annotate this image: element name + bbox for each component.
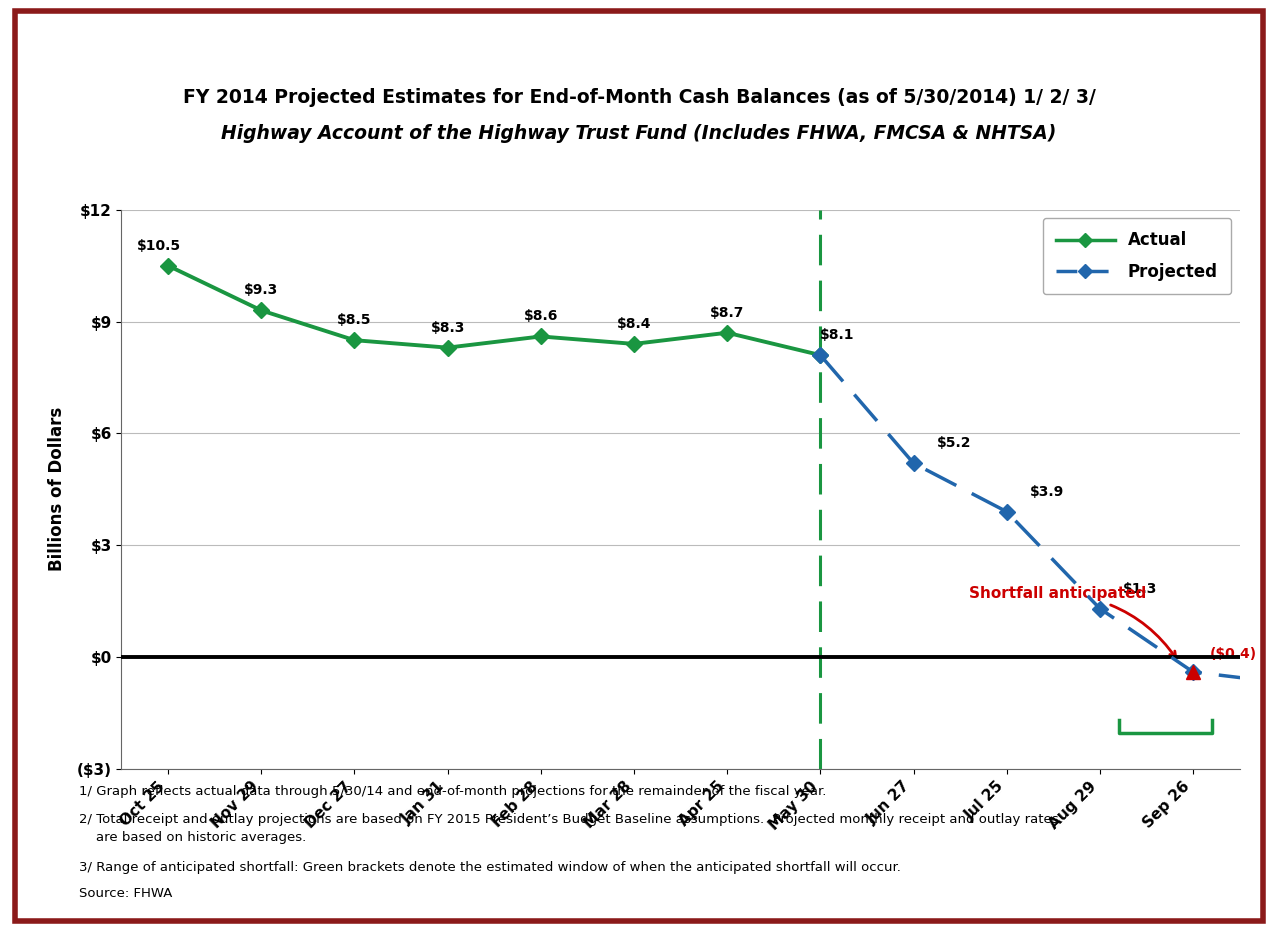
Text: $9.3: $9.3: [244, 283, 279, 297]
Text: $5.2: $5.2: [937, 436, 971, 450]
Legend: Actual, Projected: Actual, Projected: [1043, 218, 1231, 294]
Text: $1.3: $1.3: [1123, 582, 1158, 596]
Y-axis label: Billions of Dollars: Billions of Dollars: [47, 407, 65, 571]
Text: Shortfall anticipated: Shortfall anticipated: [970, 586, 1176, 658]
Text: $8.5: $8.5: [337, 313, 372, 327]
Text: 1/ Graph reflects actual data through 5/30/14 and end-of-month projections for t: 1/ Graph reflects actual data through 5/…: [79, 785, 827, 798]
Text: are based on historic averages.: are based on historic averages.: [79, 831, 307, 844]
Text: 3/ Range of anticipated shortfall: Green brackets denote the estimated window of: 3/ Range of anticipated shortfall: Green…: [79, 861, 901, 874]
Text: FY 2014 Projected Estimates for End-of-Month Cash Balances (as of 5/30/2014) 1/ : FY 2014 Projected Estimates for End-of-M…: [183, 89, 1095, 107]
Text: Source: FHWA: Source: FHWA: [79, 887, 173, 900]
Text: Highway Account of the Highway Trust Fund (Includes FHWA, FMCSA & NHTSA): Highway Account of the Highway Trust Fun…: [221, 124, 1057, 143]
Text: $8.6: $8.6: [524, 309, 558, 323]
Text: ($0.4): ($0.4): [1210, 647, 1258, 661]
Text: $8.4: $8.4: [617, 317, 652, 331]
Text: $8.1: $8.1: [820, 328, 854, 342]
Text: 2/ Total receipt and outlay projections are based on FY 2015 President’s Budget : 2/ Total receipt and outlay projections …: [79, 813, 1059, 826]
Text: $10.5: $10.5: [137, 239, 180, 253]
Text: $3.9: $3.9: [1030, 485, 1065, 499]
Text: $8.3: $8.3: [431, 321, 465, 335]
Text: $8.7: $8.7: [711, 306, 744, 320]
